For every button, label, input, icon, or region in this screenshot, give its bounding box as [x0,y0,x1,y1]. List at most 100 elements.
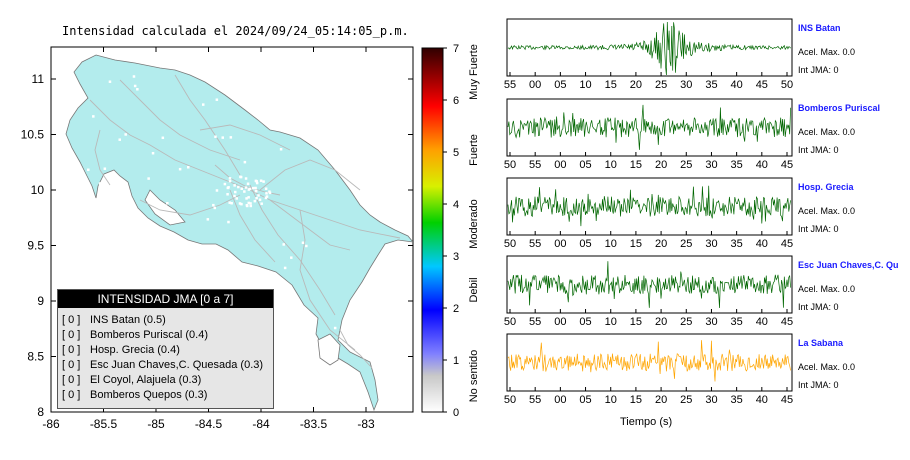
time-tick-label: 00 [554,159,566,171]
colorbar-category-label: Debil [468,277,480,302]
colorbar-tick-label: 4 [453,199,459,211]
colorbar-category-label: Fuerte [468,134,480,166]
time-tick-label: 20 [630,79,642,91]
town-marker [362,159,365,162]
time-tick-label: 20 [655,238,667,250]
town-marker [314,110,317,114]
town-marker [276,301,279,304]
station-name: INS Batan [798,23,841,33]
colorbar-gradient [421,47,444,413]
time-tick-label: 50 [504,394,516,406]
x-axis-title: Tiempo (s) [620,416,673,428]
town-marker [260,202,263,205]
time-tick-label: 10 [579,79,591,91]
town-marker [247,196,250,199]
town-marker [264,196,268,200]
waveform-trace [507,185,791,227]
town-marker [362,124,365,127]
town-marker [118,138,121,141]
town-marker [212,203,215,207]
legend-level: [ 0 ] [62,314,81,326]
colorbar-ticks: 0 1 2 3 4 5 6 7 [443,43,459,419]
town-marker [244,177,248,180]
town-marker [255,181,259,185]
time-tick-label: 15 [630,316,642,328]
town-marker [244,186,248,189]
y-tick-label: 10 [31,183,45,197]
town-marker [301,241,305,244]
town-marker [329,112,333,116]
time-tick-label: 00 [529,79,541,91]
legend-row: [ 0 ] Bomberos Puriscal (0.4) [58,328,273,343]
station-jma-intensity: Int JMA: 0 [798,380,839,390]
town-marker [161,136,165,140]
time-tick-label: 45 [781,159,793,171]
town-marker [133,84,137,88]
legend-station: INS Batan (0.5) [90,314,166,326]
town-marker [245,81,249,84]
town-marker [243,160,247,164]
station-name: Hosp. Grecia [798,182,854,192]
town-marker [265,195,269,198]
town-marker [124,133,127,136]
time-tick-label: 40 [756,394,768,406]
town-marker [255,180,258,183]
waveform-trace [507,261,791,309]
town-marker [333,326,337,330]
time-tick-label: 55 [529,238,541,250]
time-tick-label: 00 [554,316,566,328]
time-tick-label: 45 [781,394,793,406]
town-marker [227,220,230,224]
town-marker [264,187,268,190]
station-name: La Sabana [798,338,844,348]
time-tick-label: 05 [579,394,591,406]
town-marker [290,256,293,259]
time-tick-label: 25 [680,159,692,171]
time-tick-label: 20 [655,159,667,171]
time-tick-label: 25 [680,238,692,250]
town-marker [353,298,357,302]
town-marker [103,167,107,170]
town-markers [87,75,365,336]
y-tick-label: 11 [32,72,45,86]
legend-row: [ 0 ] Hosp. Grecia (0.4) [58,343,273,358]
waveform-trace [507,104,791,150]
legend-station: Esc Juan Chaves,C. Quesada (0.3) [90,359,264,371]
station-name: Esc Juan Chaves,C. Qu [798,260,899,270]
legend-row: [ 0 ] El Coyol, Alajuela (0.3) [58,373,273,388]
time-tick-label: 35 [731,394,743,406]
town-marker [357,327,360,330]
town-marker [246,204,249,208]
time-tick-label: 40 [756,159,768,171]
town-marker [238,202,242,205]
time-tick-label: 10 [605,394,617,406]
town-marker [233,194,236,198]
legend-row: [ 0 ] Bomberos Quepos (0.3) [58,388,273,403]
town-marker [275,94,279,98]
colorbar-category-label: No sentido [468,350,480,403]
town-marker [234,190,237,194]
y-tick-label: 8 [37,405,44,419]
town-marker [249,204,253,208]
time-tick-label: 25 [655,79,667,91]
colorbar-tick-label: 1 [453,355,459,367]
town-marker [87,168,90,172]
station-max-accel: Acel. Max. 0.0 [798,206,856,216]
town-marker [228,201,231,204]
colorbar-tick-label: 0 [453,407,459,419]
town-marker [129,275,133,279]
town-marker [253,199,257,203]
legend-header: INTENSIDAD JMA [0 a 7] [58,290,273,308]
intensity-colorbar: 0 1 2 3 4 5 6 7 No sentido Debil Moderado Fuerte Mu… [421,43,480,419]
colorbar-tick-label: 2 [453,303,459,315]
town-marker [226,193,229,196]
station-name: Bomberos Puriscal [798,103,881,113]
town-marker [215,189,219,192]
time-tick-label: 35 [705,79,717,91]
town-marker [262,180,265,183]
station-max-accel: Acel. Max. 0.0 [798,127,856,137]
town-marker [305,244,308,248]
town-marker [206,218,210,221]
time-tick-label: 00 [554,238,566,250]
time-tick-label: 50 [504,159,516,171]
